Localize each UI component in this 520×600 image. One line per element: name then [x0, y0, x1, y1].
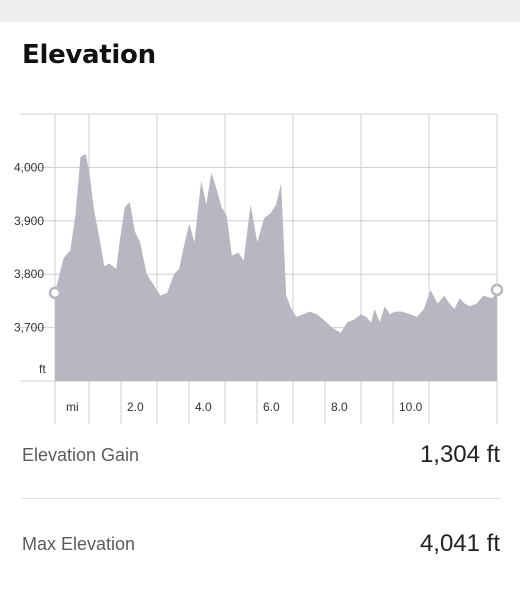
x-tick-label: 6.0: [263, 400, 280, 414]
card-title: Elevation: [22, 40, 156, 70]
x-axis-unit-label: mi: [66, 400, 79, 414]
end-point-marker: [490, 283, 504, 297]
elevation-card: Elevation 3,700 3,800 3,900 4,000 ft mi 2.0 4.0…: [0, 22, 520, 600]
stat-row-max-elevation: Max Elevation 4,041 ft: [22, 508, 500, 580]
y-tick-label: 3,800: [14, 267, 44, 281]
y-tick-label: 3,700: [14, 321, 44, 335]
y-axis-unit-label: ft: [39, 362, 46, 376]
max-elevation-value: 4,041 ft: [419, 530, 500, 557]
elevation-chart[interactable]: 3,700 3,800 3,900 4,000 ft mi 2.0 4.0 6.0 8.0 10.0: [0, 84, 520, 432]
stat-row-elevation-gain: Elevation Gain 1,304 ft: [22, 419, 500, 491]
elevation-gain-label: Elevation Gain: [22, 444, 140, 465]
start-point-marker: [48, 286, 62, 300]
x-tick-label: 4.0: [195, 400, 212, 414]
elevation-chart-svg[interactable]: 3,700 3,800 3,900 4,000 ft mi 2.0 4.0 6.0 8.0 10.0: [0, 84, 520, 432]
stats-divider: [22, 498, 500, 499]
x-tick-label: 2.0: [127, 400, 144, 414]
elevation-gain-value: 1,304 ft: [419, 441, 500, 468]
max-elevation-label: Max Elevation: [22, 533, 136, 554]
y-tick-label: 3,900: [14, 214, 44, 228]
y-tick-label: 4,000: [14, 160, 44, 174]
elevation-area: [55, 154, 497, 381]
x-tick-label: 8.0: [331, 400, 348, 414]
x-tick-label: 10.0: [399, 400, 423, 414]
